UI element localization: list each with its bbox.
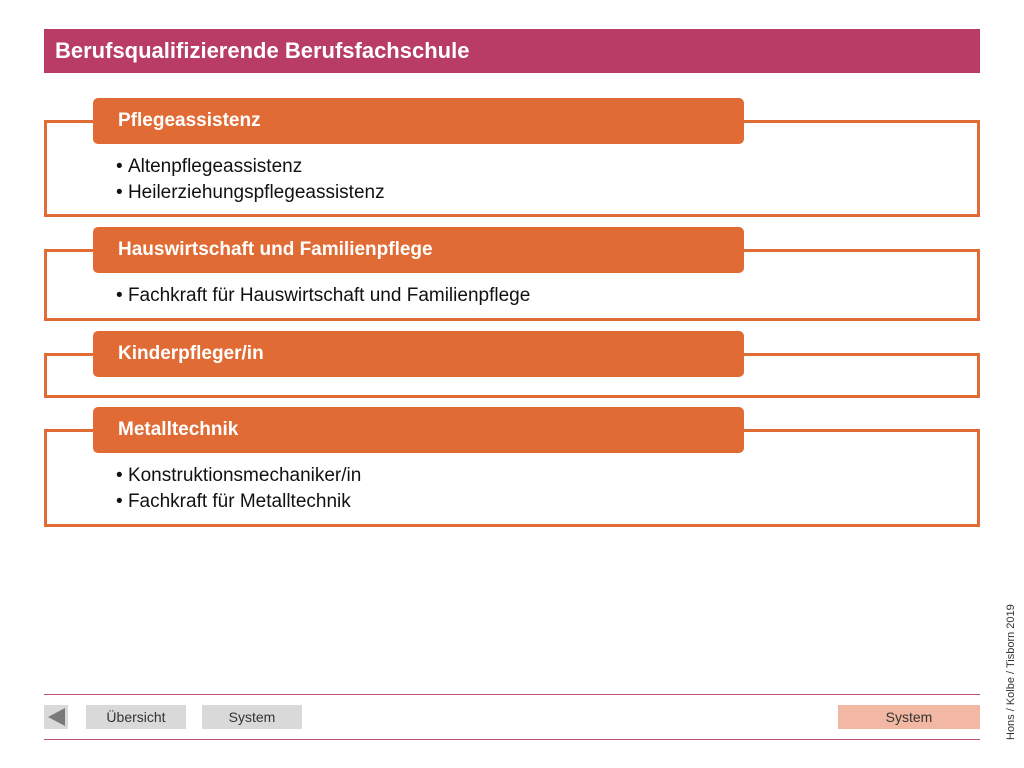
system-active-button[interactable]: System	[838, 705, 980, 729]
list-item: Altenpflegeassistenz	[116, 154, 385, 180]
back-button[interactable]	[44, 705, 68, 729]
overview-button[interactable]: Übersicht	[86, 705, 186, 729]
section-list-pflegeassistenz: Altenpflegeassistenz Heilerziehungspfleg…	[116, 154, 385, 206]
list-item: Fachkraft für Hauswirtschaft und Familie…	[116, 283, 530, 309]
section-heading-hauswirtschaft: Hauswirtschaft und Familienpflege	[93, 227, 744, 273]
list-item: Fachkraft für Metalltechnik	[116, 489, 361, 515]
footer-divider-top	[44, 694, 980, 695]
system-button[interactable]: System	[202, 705, 302, 729]
list-item: Heilerziehungspflegeassistenz	[116, 180, 385, 206]
section-list-hauswirtschaft: Fachkraft für Hauswirtschaft und Familie…	[116, 283, 530, 309]
credit-text: Hons / Kolbe / Tisborn 2019	[1005, 604, 1017, 740]
footer-divider-bottom	[44, 739, 980, 740]
section-list-metalltechnik: Konstruktionsmechaniker/in Fachkraft für…	[116, 463, 361, 515]
section-heading-metalltechnik: Metalltechnik	[93, 407, 744, 453]
section-heading-pflegeassistenz: Pflegeassistenz	[93, 98, 744, 144]
section-heading-kinderpfleger: Kinderpfleger/in	[93, 331, 744, 377]
list-item: Konstruktionsmechaniker/in	[116, 463, 361, 489]
page-title: Berufsqualifizierende Berufsfachschule	[44, 29, 980, 73]
triangle-left-icon	[48, 708, 65, 726]
